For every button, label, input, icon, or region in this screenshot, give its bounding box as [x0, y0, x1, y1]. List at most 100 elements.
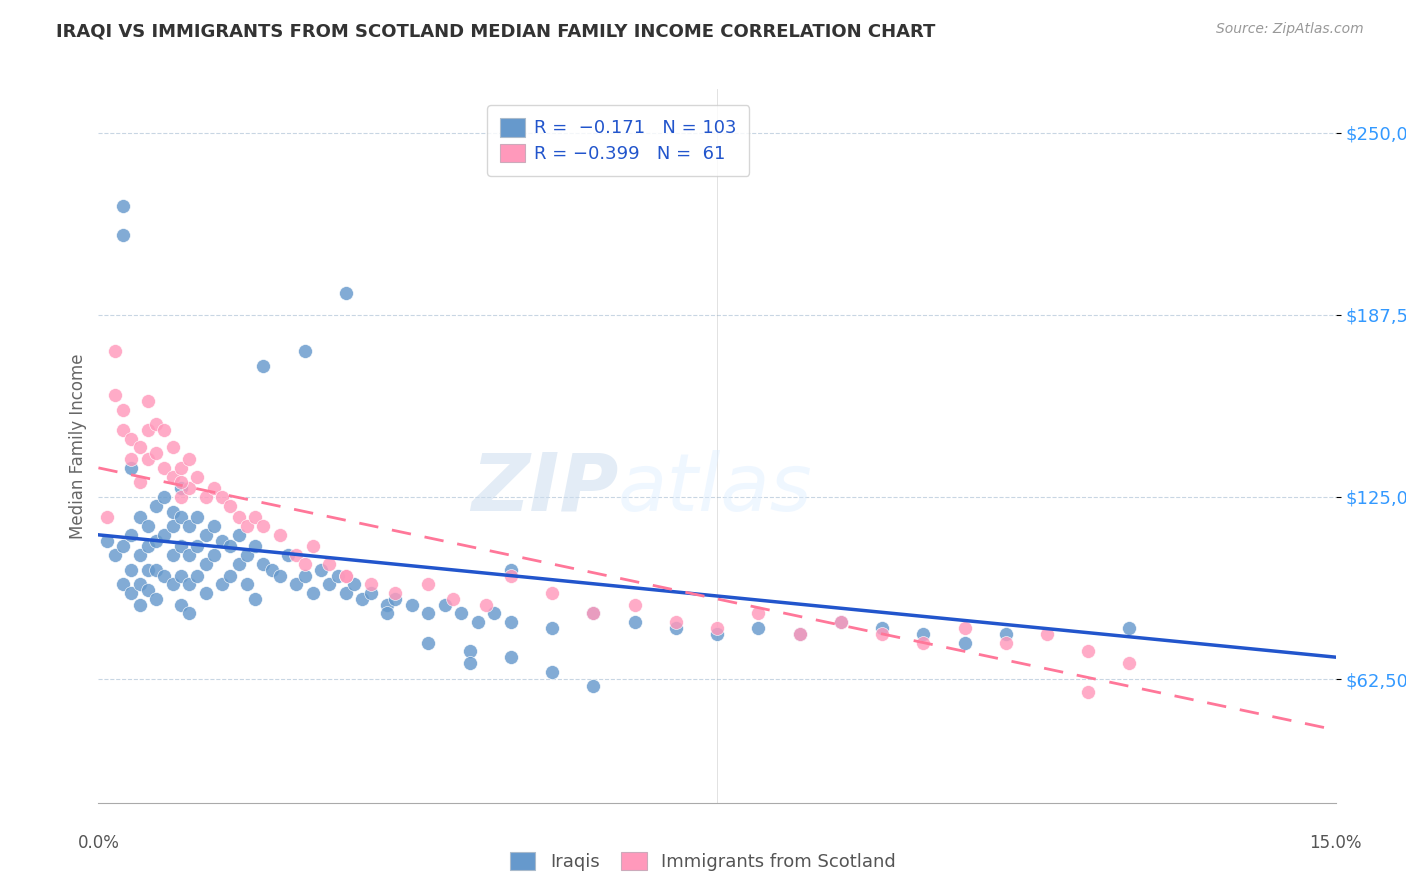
Point [194, 490, 217, 504]
Point [870, 621, 893, 635]
Point [499, 650, 522, 665]
Point [153, 528, 176, 542]
Point [186, 540, 208, 554]
Point [706, 627, 728, 641]
Point [128, 548, 150, 562]
Point [269, 528, 291, 542]
Point [145, 499, 167, 513]
Point [170, 510, 193, 524]
Point [433, 598, 456, 612]
Point [1118, 656, 1140, 670]
Point [162, 577, 184, 591]
Point [243, 540, 266, 554]
Point [136, 540, 159, 554]
Point [418, 577, 440, 591]
Point [499, 563, 522, 577]
Point [582, 607, 605, 621]
Point [318, 557, 340, 571]
Point [243, 510, 266, 524]
Point [136, 393, 159, 408]
Text: 0.0%: 0.0% [77, 834, 120, 852]
Point [128, 577, 150, 591]
Point [219, 540, 242, 554]
Point [136, 519, 159, 533]
Point [236, 548, 259, 562]
Point [335, 286, 357, 301]
Point [994, 635, 1017, 649]
Point [136, 423, 159, 437]
Point [145, 533, 167, 548]
Point [202, 481, 225, 495]
Point [179, 452, 201, 467]
Point [252, 519, 274, 533]
Legend: Iraqis, Immigrants from Scotland: Iraqis, Immigrants from Scotland [503, 845, 903, 879]
Point [418, 635, 440, 649]
Point [375, 598, 398, 612]
Point [104, 548, 127, 562]
Point [1077, 685, 1099, 699]
Point [112, 402, 135, 417]
Point [747, 607, 769, 621]
Point [582, 679, 605, 693]
Point [623, 615, 645, 630]
Point [623, 598, 645, 612]
Point [236, 519, 259, 533]
Point [211, 490, 233, 504]
Point [830, 615, 852, 630]
Text: atlas: atlas [619, 450, 813, 528]
Point [128, 475, 150, 490]
Point [153, 423, 176, 437]
Point [747, 621, 769, 635]
Point [112, 577, 135, 591]
Point [136, 583, 159, 598]
Point [194, 528, 217, 542]
Point [136, 563, 159, 577]
Point [219, 499, 242, 513]
Point [252, 359, 274, 373]
Point [194, 586, 217, 600]
Point [112, 227, 135, 242]
Point [499, 568, 522, 582]
Point [104, 388, 127, 402]
Point [186, 469, 208, 483]
Point [294, 344, 316, 359]
Point [170, 540, 193, 554]
Point [211, 577, 233, 591]
Point [335, 586, 357, 600]
Point [441, 591, 464, 606]
Point [318, 577, 340, 591]
Point [120, 528, 142, 542]
Point [120, 563, 142, 577]
Point [285, 548, 308, 562]
Text: 15.0%: 15.0% [1309, 834, 1362, 852]
Point [211, 533, 233, 548]
Point [343, 577, 366, 591]
Point [153, 460, 176, 475]
Point [179, 481, 201, 495]
Point [252, 557, 274, 571]
Point [953, 621, 976, 635]
Point [186, 568, 208, 582]
Point [335, 568, 357, 582]
Point [145, 563, 167, 577]
Point [179, 519, 201, 533]
Point [136, 452, 159, 467]
Point [179, 548, 201, 562]
Point [170, 481, 193, 495]
Point [335, 568, 357, 582]
Point [541, 621, 564, 635]
Point [112, 540, 135, 554]
Point [112, 199, 135, 213]
Point [170, 460, 193, 475]
Point [162, 548, 184, 562]
Point [194, 557, 217, 571]
Point [96, 533, 118, 548]
Point [128, 510, 150, 524]
Point [360, 577, 382, 591]
Point [170, 490, 193, 504]
Point [1118, 621, 1140, 635]
Point [243, 591, 266, 606]
Point [450, 607, 472, 621]
Text: ZIP: ZIP [471, 450, 619, 528]
Point [384, 586, 406, 600]
